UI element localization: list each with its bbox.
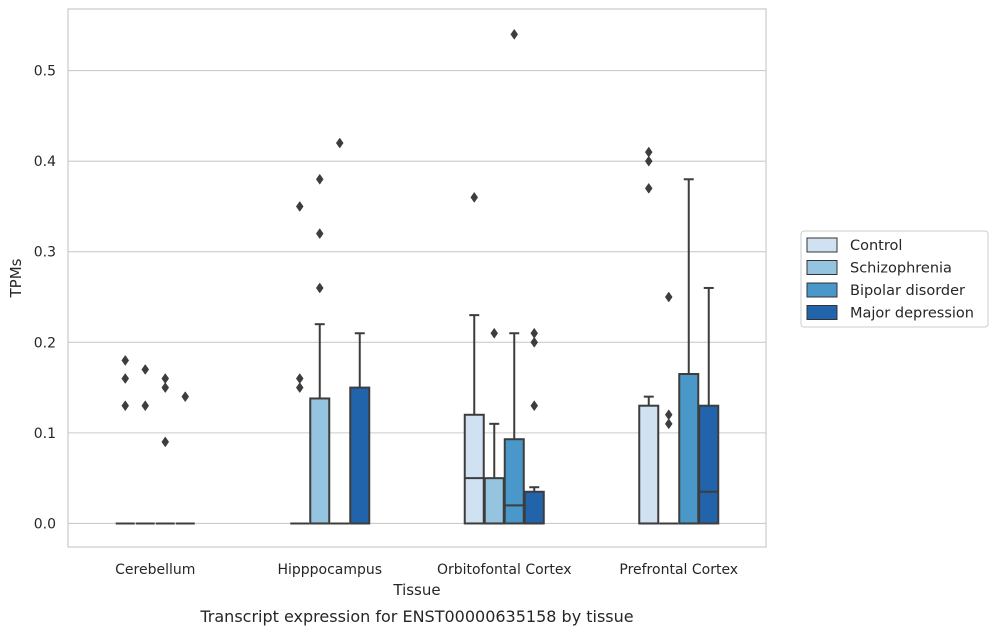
box-group	[463, 191, 485, 525]
box-group	[659, 291, 679, 525]
box	[309, 397, 331, 525]
outlier-point	[141, 400, 150, 412]
box	[523, 490, 545, 525]
box-group	[290, 201, 310, 525]
legend-label: Major depression	[850, 306, 974, 322]
outlier-point	[315, 228, 324, 240]
box-group	[175, 391, 195, 525]
outlier-point	[121, 354, 130, 366]
legend-frame	[800, 230, 989, 328]
legend-label: Control	[850, 238, 902, 254]
legend-item: Major depression	[806, 305, 974, 322]
outlier-point	[295, 373, 304, 384]
outlier-point	[161, 373, 170, 384]
legend-swatch	[806, 260, 838, 275]
outlier-point	[315, 173, 324, 185]
outlier-point	[470, 191, 479, 203]
outlier-point	[664, 418, 673, 430]
y-tick-labels: 0.0 0.1 0.2 0.3 0.4 0.5	[34, 64, 56, 533]
legend-item: Schizophrenia	[806, 260, 952, 277]
x-tick-label: Cerebellum	[115, 562, 195, 578]
x-tick-label: Hipppocampus	[277, 562, 382, 578]
y-tick-label: 0.0	[34, 516, 56, 532]
y-axis-title: TPMs	[7, 258, 25, 298]
box	[463, 413, 485, 525]
box	[483, 477, 505, 525]
grid-lines	[68, 70, 766, 525]
outlier-point	[644, 155, 653, 167]
outlier-point	[161, 436, 170, 448]
legend-label: Bipolar disorder	[850, 283, 965, 299]
legend: Control Schizophrenia Bipolar disorder Majo…	[800, 230, 989, 328]
legend-item: Control	[806, 237, 902, 254]
y-tick-label: 0.4	[34, 154, 56, 170]
box-group	[330, 137, 350, 525]
y-tick-label: 0.2	[34, 335, 56, 351]
box	[349, 386, 371, 525]
outlier-point	[490, 327, 499, 339]
outlier-point	[510, 28, 519, 40]
legend-item: Bipolar disorder	[806, 282, 965, 299]
box	[638, 404, 660, 525]
box-group	[309, 173, 331, 525]
box-group	[349, 332, 371, 525]
box-group	[135, 364, 155, 525]
legend-swatch	[806, 237, 838, 253]
x-tick-label: Orbitofontal Cortex	[437, 562, 572, 578]
box-group	[638, 146, 660, 525]
outlier-point	[335, 137, 344, 149]
box	[678, 373, 700, 525]
legend-label: Schizophrenia	[850, 261, 952, 277]
outlier-point	[530, 336, 539, 348]
outlier-point	[161, 382, 170, 394]
chart-caption: Transcript expression for ENST0000063515…	[199, 607, 633, 626]
box-group	[698, 286, 720, 525]
box-group	[523, 327, 545, 525]
y-tick-label: 0.1	[34, 426, 56, 442]
outlier-point	[644, 182, 653, 194]
x-tick-labels: Cerebellum Hipppocampus Orbitofontal Corte…	[115, 562, 738, 578]
y-tick-label: 0.3	[34, 245, 56, 261]
outlier-point	[644, 146, 653, 158]
outlier-point	[181, 391, 190, 403]
outlier-point	[530, 400, 539, 412]
box-marks	[115, 28, 720, 525]
plot-frame	[67, 8, 767, 548]
outlier-point	[141, 364, 150, 375]
outlier-point	[121, 373, 130, 384]
box-group	[483, 327, 505, 525]
box	[503, 438, 525, 525]
outlier-point	[664, 291, 673, 303]
box-group	[503, 28, 525, 525]
x-tick-label: Prefrontal Cortex	[619, 562, 738, 578]
outlier-point	[121, 400, 130, 412]
legend-swatch	[806, 305, 838, 320]
box-group	[678, 178, 700, 525]
box	[698, 404, 720, 525]
box-group	[115, 354, 135, 525]
x-axis-title: Tissue	[392, 581, 440, 599]
box-group	[155, 373, 175, 525]
outlier-point	[295, 201, 304, 212]
outlier-point	[295, 382, 304, 394]
legend-swatch	[806, 282, 838, 298]
outlier-point	[315, 282, 324, 294]
outlier-point	[530, 327, 539, 339]
outlier-point	[664, 409, 673, 421]
y-tick-label: 0.5	[34, 64, 56, 80]
